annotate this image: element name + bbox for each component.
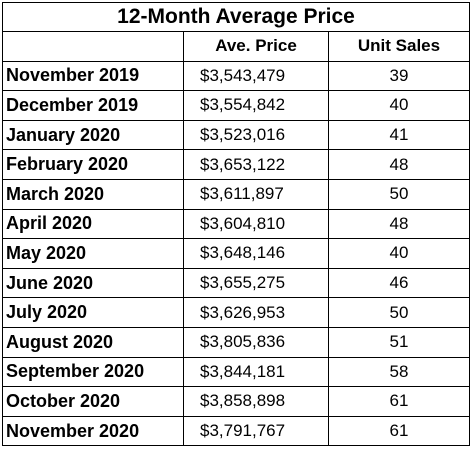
month-cell: December 2019 <box>2 90 184 121</box>
table-title: 12-Month Average Price <box>2 2 470 32</box>
table-row: February 2020 $3,653,122 48 <box>2 149 470 180</box>
price-cell: $3,543,479 <box>183 60 329 92</box>
price-cell: $3,805,836 <box>183 326 329 358</box>
table-row: March 2020 $3,611,897 50 <box>2 178 470 210</box>
header-ave-price: Ave. Price <box>183 31 329 62</box>
table-row: April 2020 $3,604,810 48 <box>2 208 470 240</box>
month-cell: October 2020 <box>2 386 184 417</box>
price-cell: $3,554,842 <box>183 90 329 121</box>
price-cell: $3,648,146 <box>183 238 329 269</box>
price-cell: $3,858,898 <box>183 386 329 417</box>
title-row: 12-Month Average Price <box>2 2 470 32</box>
table-row: August 2020 $3,805,836 51 <box>2 326 470 358</box>
units-cell: 61 <box>328 386 470 417</box>
month-cell: April 2020 <box>2 208 184 240</box>
table-row: July 2020 $3,626,953 50 <box>2 297 470 328</box>
month-cell: July 2020 <box>2 297 184 328</box>
units-cell: 40 <box>328 90 470 121</box>
month-cell: September 2020 <box>2 356 184 388</box>
table-row: November 2020 $3,791,767 61 <box>2 415 470 447</box>
table-row: November 2019 $3,543,479 39 <box>2 60 470 92</box>
price-cell: $3,604,810 <box>183 208 329 240</box>
table-row: June 2020 $3,655,275 46 <box>2 267 470 299</box>
month-cell: February 2020 <box>2 149 184 180</box>
header-month <box>2 31 184 62</box>
table-row: September 2020 $3,844,181 58 <box>2 356 470 388</box>
units-cell: 48 <box>328 208 470 240</box>
units-cell: 50 <box>328 178 470 210</box>
price-cell: $3,653,122 <box>183 149 329 180</box>
header-unit-sales: Unit Sales <box>328 31 470 62</box>
units-cell: 58 <box>328 356 470 388</box>
price-table: 12-Month Average Price Ave. Price Unit S… <box>2 2 470 447</box>
table-row: October 2020 $3,858,898 61 <box>2 386 470 417</box>
price-cell: $3,626,953 <box>183 297 329 328</box>
month-cell: November 2019 <box>2 60 184 92</box>
month-cell: June 2020 <box>2 267 184 299</box>
table-row: January 2020 $3,523,016 41 <box>2 119 470 151</box>
price-cell: $3,655,275 <box>183 267 329 299</box>
month-cell: May 2020 <box>2 238 184 269</box>
price-cell: $3,611,897 <box>183 178 329 210</box>
units-cell: 50 <box>328 297 470 328</box>
units-cell: 61 <box>328 415 470 447</box>
units-cell: 41 <box>328 119 470 151</box>
table-row: May 2020 $3,648,146 40 <box>2 238 470 269</box>
price-cell: $3,844,181 <box>183 356 329 388</box>
month-cell: January 2020 <box>2 119 184 151</box>
month-cell: August 2020 <box>2 326 184 358</box>
price-cell: $3,523,016 <box>183 119 329 151</box>
month-cell: November 2020 <box>2 415 184 447</box>
units-cell: 48 <box>328 149 470 180</box>
units-cell: 39 <box>328 60 470 92</box>
price-table-container: 12-Month Average Price Ave. Price Unit S… <box>2 2 470 447</box>
table-row: December 2019 $3,554,842 40 <box>2 90 470 121</box>
month-cell: March 2020 <box>2 178 184 210</box>
units-cell: 40 <box>328 238 470 269</box>
units-cell: 51 <box>328 326 470 358</box>
header-row: Ave. Price Unit Sales <box>2 31 470 62</box>
units-cell: 46 <box>328 267 470 299</box>
price-cell: $3,791,767 <box>183 415 329 447</box>
